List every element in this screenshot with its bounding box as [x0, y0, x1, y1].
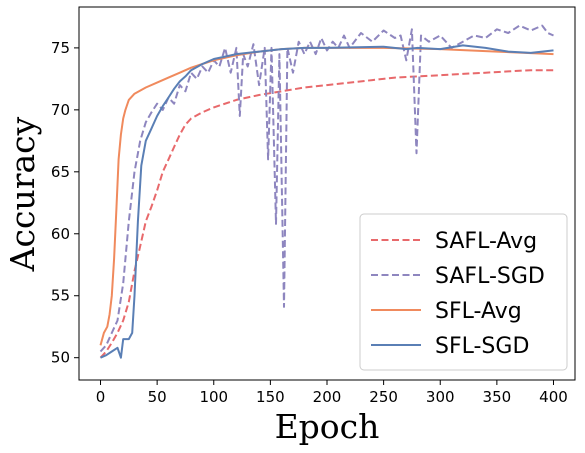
y-axis-ticks: 50 55 60 65 70 75	[51, 39, 79, 367]
x-tick-label: 350	[483, 388, 512, 406]
y-tick-label: 70	[51, 101, 70, 119]
series-line-safl-avg	[99, 69, 554, 359]
x-axis-title: Epoch	[275, 407, 380, 446]
x-tick-label: 150	[256, 388, 285, 406]
legend-label: SAFL-Avg	[435, 229, 537, 254]
x-tick-label: 100	[199, 388, 228, 406]
series-line-sfl-sgd	[100, 44, 554, 359]
x-tick-label: 50	[148, 388, 167, 406]
x-axis-ticks: 0 50 100 150 200 250 300 350 400	[96, 380, 568, 406]
legend: SAFL-Avg SAFL-SGD SFL-Avg SFL-SGD	[359, 213, 568, 371]
y-tick-label: 65	[51, 163, 70, 181]
x-tick-label: 250	[369, 388, 398, 406]
y-tick-label: 55	[51, 287, 70, 305]
legend-label: SAFL-SGD	[435, 264, 545, 289]
y-tick-label: 60	[51, 225, 70, 243]
x-tick-label: 400	[539, 388, 568, 406]
x-tick-label: 0	[96, 388, 106, 406]
series-line-safl-sgd	[99, 24, 554, 353]
y-tick-label: 75	[51, 39, 70, 57]
legend-label: SFL-SGD	[435, 334, 529, 359]
plot-area	[99, 24, 554, 359]
legend-label: SFL-Avg	[435, 299, 522, 324]
x-tick-label: 300	[426, 388, 455, 406]
y-axis-title: Accuracy	[3, 116, 42, 272]
legend-box	[359, 213, 568, 371]
y-tick-label: 50	[51, 349, 70, 367]
x-tick-label: 200	[313, 388, 342, 406]
